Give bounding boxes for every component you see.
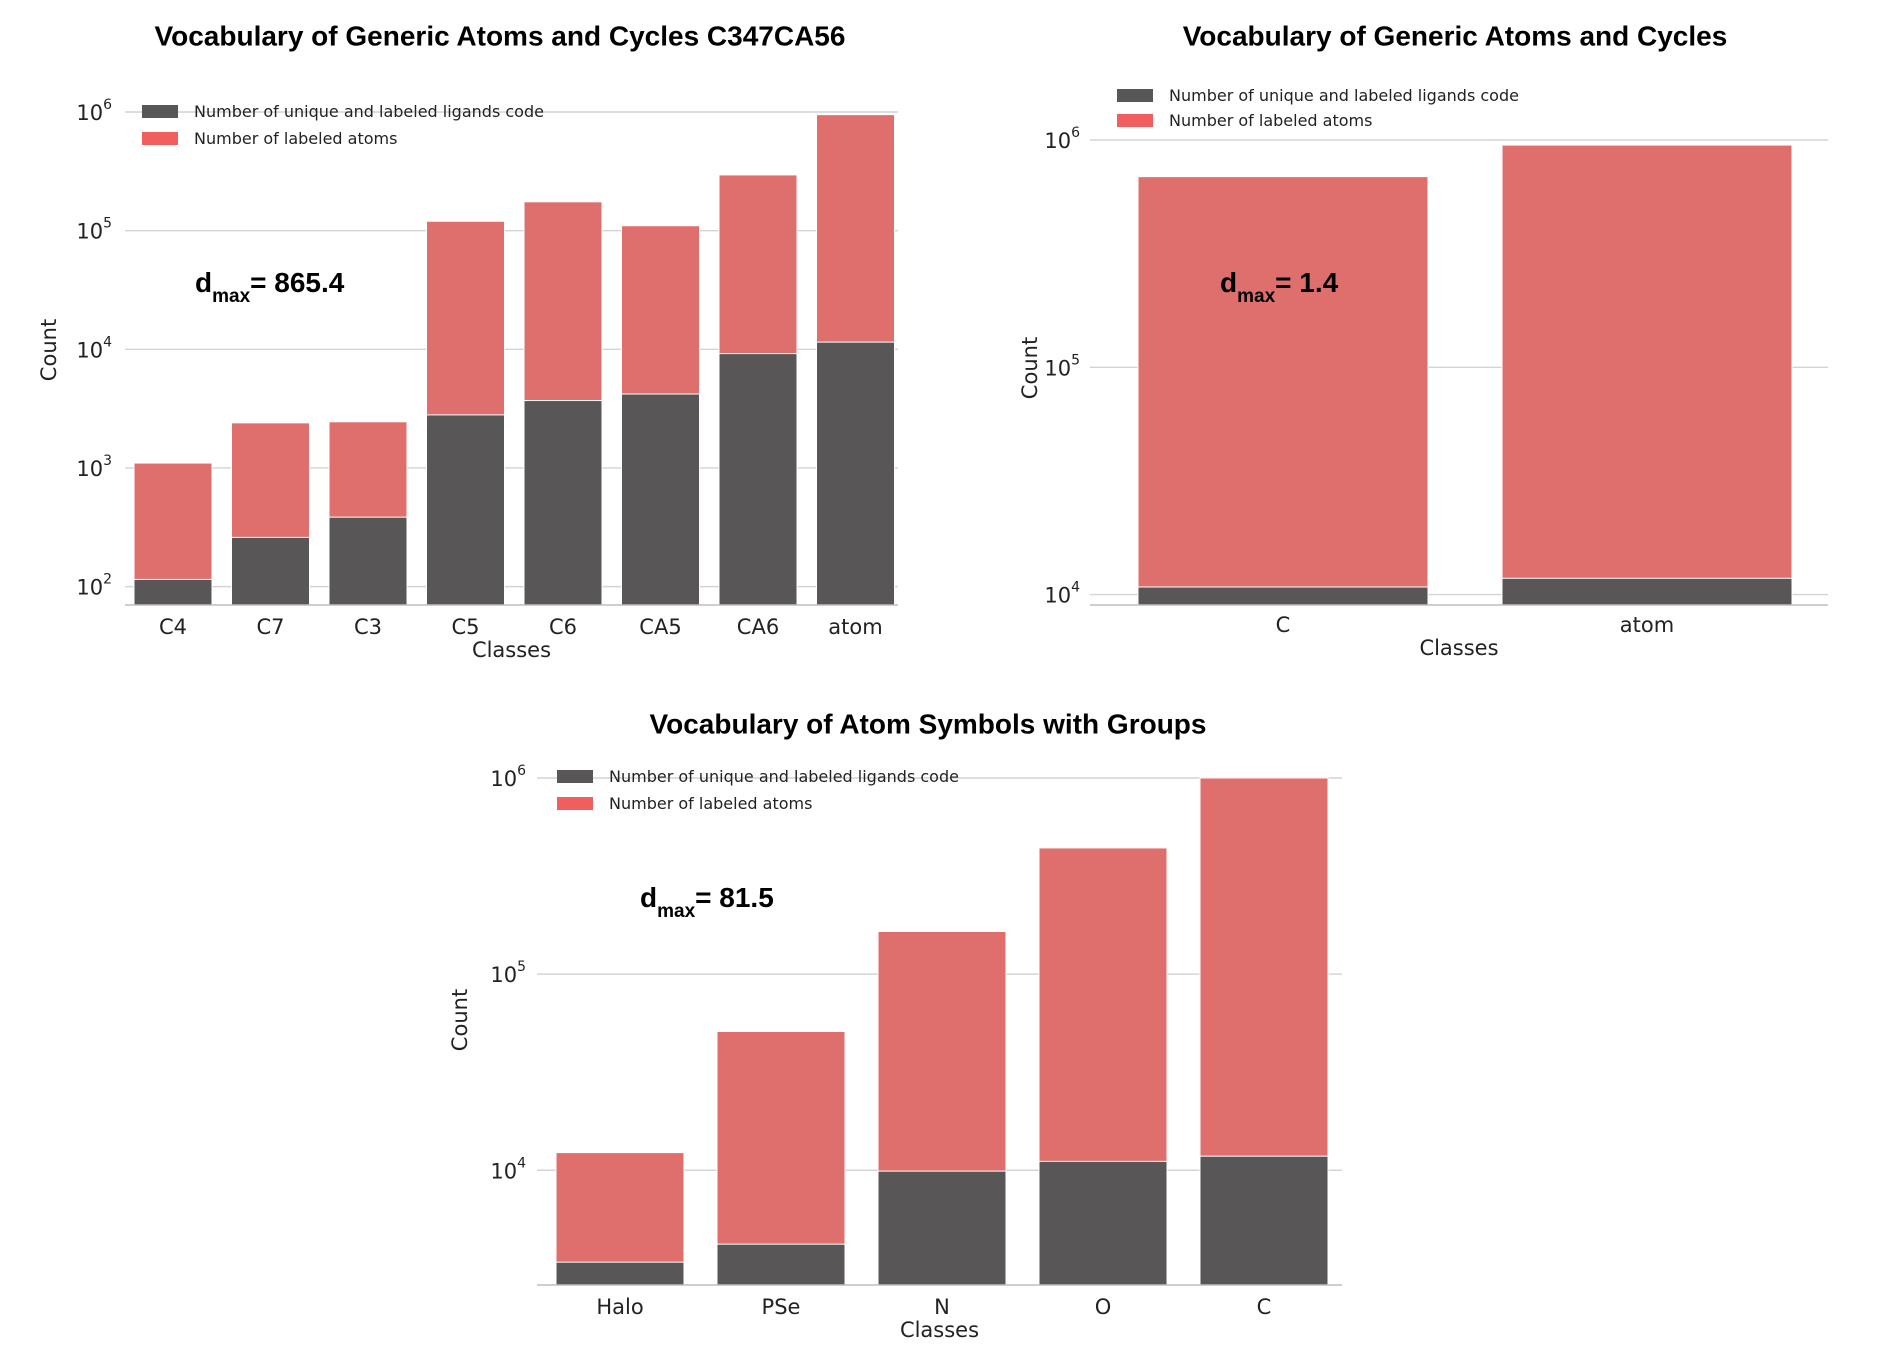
legend-label-atoms: Number of labeled atoms [609,794,812,813]
bar-ligands-code-CA6 [718,353,798,606]
bar-ligands-code-atom [816,341,895,606]
chart-1: Vocabulary of Generic Atoms and Cycles C… [37,20,898,662]
bar-ligands-code-PSe [716,1243,846,1286]
legend-swatch-ligands [1117,89,1153,102]
x-tick-label: N [934,1295,950,1319]
y-tick-label: 104 [1044,580,1080,608]
bar-labeled-atoms-C [1137,176,1429,606]
x-tick-label: C3 [354,615,382,639]
x-tick-label: C5 [451,615,479,639]
x-axis-label: Classes [472,638,551,662]
bar-ligands-code-C5 [426,414,505,606]
chart-title: Vocabulary of Generic Atoms and Cycles C… [155,20,846,51]
x-tick-label: PSe [762,1295,801,1319]
bar-ligands-code-C6 [523,400,603,606]
legend-swatch-atoms [557,797,593,810]
legend-label-ligands: Number of unique and labeled ligands cod… [609,767,959,786]
y-axis-label: Count [1018,337,1042,399]
x-tick-label: Halo [596,1295,643,1319]
legend: Number of unique and labeled ligands cod… [557,767,959,813]
bar-ligands-code-C3 [328,516,408,606]
legend-swatch-ligands [142,105,178,118]
legend-swatch-ligands [557,770,593,783]
dmax-annotation: dmax= 865.4 [195,267,345,307]
legend-swatch-atoms [142,132,178,145]
legend: Number of unique and labeled ligands cod… [1117,86,1519,130]
dmax-subscript: max [657,901,695,922]
y-axis-label: Count [448,989,472,1051]
x-tick-label: C6 [549,615,577,639]
dmax-symbol: d [195,267,212,298]
y-tick-label: 104 [76,334,112,362]
chart-2: Vocabulary of Generic Atoms and Cycles 10… [1018,20,1828,660]
dmax-value: = 865.4 [250,267,345,298]
chart-3: Vocabulary of Atom Symbols with Groups 10… [448,708,1342,1342]
bar-ligands-code-C [1137,586,1429,606]
x-axis-label: Classes [900,1318,979,1342]
legend-label-atoms: Number of labeled atoms [1169,111,1372,130]
y-tick-label: 103 [76,453,112,481]
x-tick-label: O [1095,1295,1112,1319]
y-tick-label: 106 [1044,125,1080,153]
legend-label-ligands: Number of unique and labeled ligands cod… [1169,86,1519,105]
legend-swatch-atoms [1117,114,1153,127]
chart-title: Vocabulary of Atom Symbols with Groups [650,708,1207,739]
legend-label-atoms: Number of labeled atoms [194,129,397,148]
x-tick-label: C4 [159,615,187,639]
dmax-value: = 81.5 [695,882,774,913]
x-tick-label: atom [1620,613,1674,637]
x-tick-label: atom [828,615,882,639]
dmax-annotation: dmax= 81.5 [640,882,774,922]
bar-labeled-atoms-atom [1501,144,1793,606]
x-axis-label: Classes [1419,636,1498,660]
dmax-subscript: max [1237,286,1275,307]
y-tick-label: 105 [76,216,112,244]
dmax-symbol: d [640,882,657,913]
bar-ligands-code-atom [1501,577,1793,606]
y-tick-label: 106 [490,763,526,791]
x-tick-label: CA6 [737,615,779,639]
bar-ligands-code-O [1038,1160,1168,1286]
bar-ligands-code-Halo [555,1261,685,1286]
dmax-value: = 1.4 [1275,267,1338,298]
x-tick-label: C [1257,1295,1272,1319]
bar-ligands-code-C4 [133,578,213,606]
chart-title: Vocabulary of Generic Atoms and Cycles [1183,20,1728,51]
y-tick-label: 102 [76,572,112,600]
legend-label-ligands: Number of unique and labeled ligands cod… [194,102,544,121]
dmax-subscript: max [212,286,250,307]
y-tick-label: 105 [490,959,526,987]
bar-labeled-atoms-PSe [716,1030,846,1286]
dmax-annotation: dmax= 1.4 [1220,267,1339,307]
y-axis-label: Count [37,319,61,381]
bar-ligands-code-N [877,1170,1007,1286]
x-tick-label: C [1276,613,1291,637]
y-tick-label: 104 [490,1155,526,1183]
dmax-symbol: d [1220,267,1237,298]
x-tick-label: C7 [256,615,284,639]
y-tick-label: 105 [1044,352,1080,380]
bar-ligands-code-C [1199,1155,1329,1286]
y-tick-label: 106 [76,97,112,125]
bar-ligands-code-CA5 [621,393,700,606]
x-tick-label: CA5 [639,615,681,639]
bar-ligands-code-C7 [231,536,310,606]
legend: Number of unique and labeled ligands cod… [142,102,544,148]
